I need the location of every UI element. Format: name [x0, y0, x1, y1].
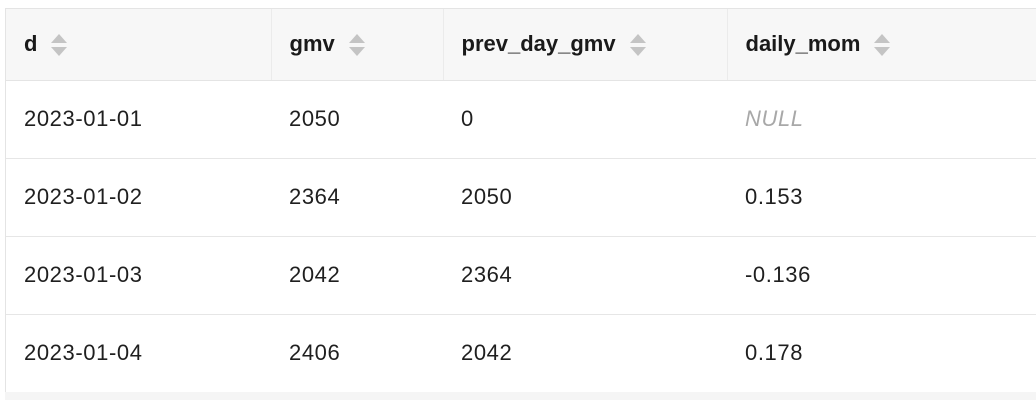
- table-cell: 2364: [443, 236, 727, 315]
- column-header-label: daily_mom: [745, 31, 861, 57]
- results-table: d gmv prev_day_gmv: [6, 9, 1036, 393]
- table-cell: 2406: [271, 314, 443, 393]
- sort-icon[interactable]: [629, 34, 646, 57]
- column-header-label: d: [24, 31, 38, 57]
- table-cell: 0.178: [727, 314, 1036, 393]
- header-row: d gmv prev_day_gmv: [6, 9, 1036, 81]
- table-cell: 2023-01-02: [6, 158, 271, 237]
- table-cell: 2042: [271, 236, 443, 315]
- column-header-prev-day-gmv[interactable]: prev_day_gmv: [443, 9, 728, 81]
- sort-icon[interactable]: [874, 34, 891, 57]
- sort-icon[interactable]: [51, 34, 68, 57]
- table-cell: 0.153: [727, 158, 1036, 237]
- column-header-daily-mom[interactable]: daily_mom: [727, 9, 1036, 81]
- table-row: 2023-01-03 2042 2364 -0.136: [6, 236, 1036, 315]
- table-cell: 2023-01-01: [6, 80, 271, 159]
- null-cell: NULL: [727, 80, 1036, 159]
- table-cell: 2023-01-03: [6, 236, 271, 315]
- table-row: 2023-01-02 2364 2050 0.153: [6, 158, 1036, 237]
- table-cell: 2023-01-04: [6, 314, 271, 393]
- table-cell: 0: [443, 80, 727, 159]
- column-header-label: gmv: [289, 31, 335, 57]
- table-cell: 2050: [443, 158, 727, 237]
- table-cell: 2042: [443, 314, 727, 393]
- table-cell: -0.136: [727, 236, 1036, 315]
- table-row: 2023-01-04 2406 2042 0.178: [6, 314, 1036, 393]
- column-header-d[interactable]: d: [6, 9, 272, 81]
- sort-icon[interactable]: [348, 34, 365, 57]
- table-bottom-edge: [5, 392, 1036, 400]
- column-header-gmv[interactable]: gmv: [271, 9, 444, 81]
- results-table-container: d gmv prev_day_gmv: [5, 8, 1036, 400]
- table-row: 2023-01-01 2050 0 NULL: [6, 80, 1036, 159]
- column-header-label: prev_day_gmv: [461, 31, 616, 57]
- table-cell: 2364: [271, 158, 443, 237]
- table-cell: 2050: [271, 80, 443, 159]
